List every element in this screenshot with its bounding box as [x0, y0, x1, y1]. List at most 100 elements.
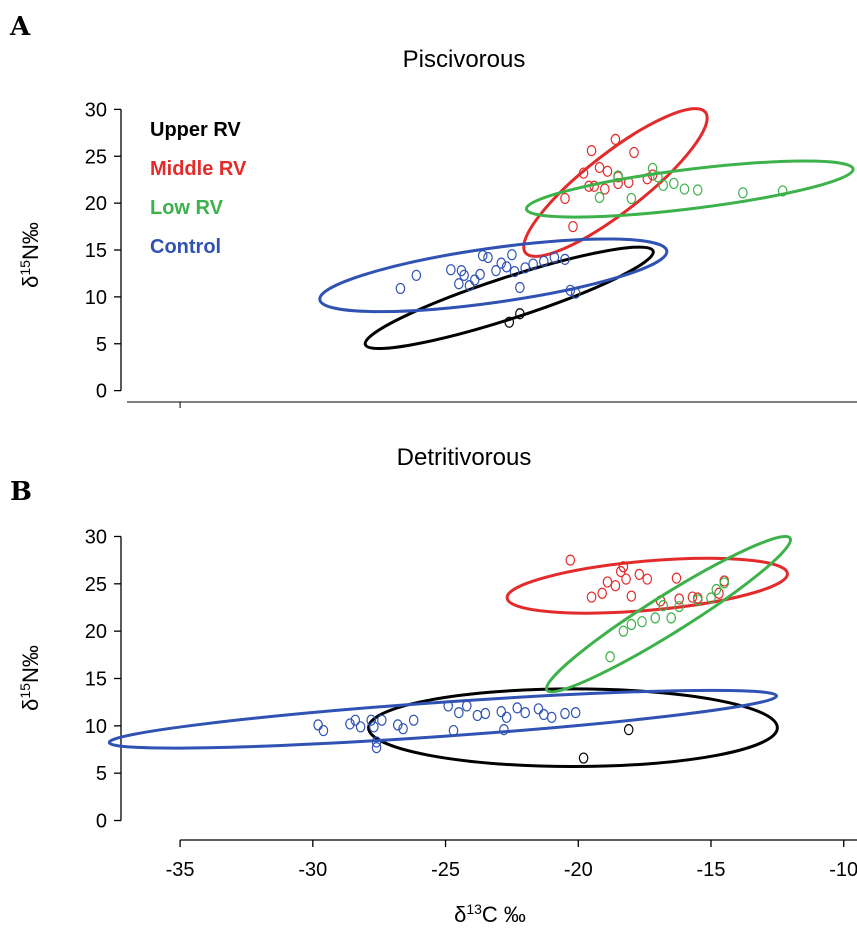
middle-rv-point: [565, 554, 576, 566]
panel-b-y-label: δ15N‰: [17, 645, 43, 711]
low-rv-point: [653, 171, 663, 183]
x-tick-label: -25: [431, 859, 460, 881]
low-rv-point: [666, 612, 676, 624]
panel-b-letter: B: [10, 477, 32, 507]
control-point: [509, 265, 520, 278]
y-tick-label: 0: [96, 381, 107, 403]
control-point: [469, 274, 480, 286]
control-point: [443, 700, 453, 712]
middle-rv-point: [626, 590, 637, 602]
control-point: [454, 278, 464, 290]
control-point: [448, 724, 459, 737]
upper-rv-point: [504, 316, 515, 328]
middle-rv-point: [610, 133, 621, 145]
middle-rv-point: [586, 145, 597, 157]
control-point: [515, 281, 525, 294]
control-point: [477, 250, 488, 262]
low-rv-point: [674, 600, 684, 613]
middle-rv-point: [714, 587, 724, 599]
panel-a-data: [318, 107, 855, 351]
low-rv-point: [613, 170, 623, 182]
control-point: [512, 702, 523, 714]
control-ellipse: [107, 688, 779, 750]
low-rv-point: [650, 612, 661, 624]
control-point: [464, 280, 475, 292]
control-point: [398, 723, 408, 735]
middle-rv-point: [560, 192, 570, 205]
control-point: [538, 708, 549, 721]
x-tick-label: -35: [166, 859, 195, 881]
low-rv-point: [626, 192, 637, 205]
control-point: [496, 706, 507, 718]
control-ellipse: [318, 237, 669, 314]
control-point: [395, 282, 406, 295]
y-tick-label: 5: [96, 334, 107, 356]
control-point: [533, 703, 544, 715]
control-point: [371, 742, 382, 754]
middle-rv-point: [618, 561, 629, 573]
y-tick-label: 25: [85, 146, 107, 168]
low-rv-point: [637, 616, 647, 628]
control-point: [408, 714, 419, 726]
y-tick-label: 15: [85, 669, 107, 691]
control-point: [528, 258, 538, 270]
low-rv-point: [692, 594, 703, 606]
control-point: [350, 714, 361, 726]
control-point: [549, 251, 560, 264]
middle-rv-ellipse: [522, 107, 709, 258]
y-tick-label: 20: [85, 621, 107, 643]
middle-rv-point: [671, 572, 682, 584]
control-point: [570, 287, 581, 299]
middle-rv-point: [687, 591, 698, 603]
control-point: [501, 261, 512, 273]
control-point: [483, 251, 493, 264]
control-point: [499, 724, 509, 736]
control-point: [454, 706, 464, 719]
middle-rv-point: [594, 161, 605, 174]
upper-rv-point: [578, 752, 589, 764]
low-rv-point: [777, 185, 788, 197]
low-rv-point: [647, 162, 658, 175]
low-rv-point: [626, 618, 637, 631]
panel-a-y-label: δ15N‰: [17, 222, 43, 288]
middle-rv-ellipse: [505, 556, 789, 615]
low-rv-ellipse: [545, 534, 793, 694]
low-rv-point: [618, 625, 629, 637]
control-point: [369, 721, 379, 733]
panel-a-y-axis: 0 5 10 15 20 25 30: [85, 99, 857, 408]
control-point: [507, 249, 517, 261]
low-rv-point: [594, 191, 605, 204]
middle-rv-point: [610, 580, 621, 592]
upper-rv-ellipse: [363, 245, 655, 351]
middle-rv-point: [602, 576, 613, 588]
y-tick-label: 30: [85, 526, 107, 548]
panel-a-letter: A: [9, 12, 31, 42]
low-rv-point: [605, 651, 615, 663]
middle-rv-point: [621, 573, 631, 585]
middle-rv-point: [586, 591, 597, 603]
upper-rv-ellipse: [367, 687, 779, 769]
control-point: [472, 709, 483, 722]
control-point: [570, 706, 581, 719]
low-rv-point: [719, 577, 730, 589]
upper-rv-point: [515, 308, 525, 320]
control-point: [411, 269, 422, 281]
control-point: [377, 714, 387, 726]
middle-rv-point: [642, 573, 653, 585]
panel-b-title: Detritivorous: [397, 444, 532, 471]
control-point: [366, 714, 377, 726]
control-point: [491, 265, 501, 277]
low-rv-point: [658, 599, 669, 612]
low-rv-point: [706, 592, 716, 604]
middle-rv-point: [602, 165, 613, 177]
y-tick-label: 0: [96, 811, 107, 833]
low-rv-ellipse: [524, 159, 855, 219]
low-rv-point: [711, 583, 722, 596]
panel-a-plot: 0 5 10 15 20 25 30 Upper RV Middle RV Low RV Cont…: [85, 99, 857, 408]
control-point: [480, 707, 491, 720]
low-rv-point: [658, 179, 669, 191]
control-point: [355, 721, 366, 733]
y-tick-label: 25: [85, 574, 107, 596]
control-point: [446, 264, 456, 276]
